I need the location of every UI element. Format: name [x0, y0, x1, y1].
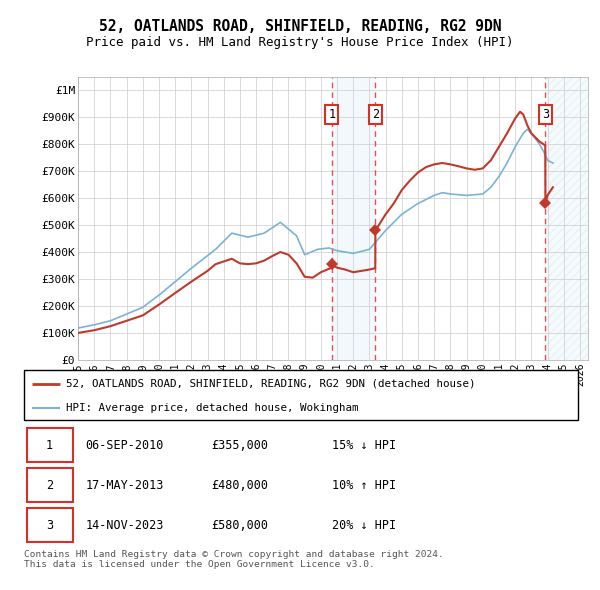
Text: £355,000: £355,000: [212, 439, 269, 452]
FancyBboxPatch shape: [26, 508, 73, 542]
Text: 1: 1: [46, 439, 53, 452]
Text: 52, OATLANDS ROAD, SHINFIELD, READING, RG2 9DN (detached house): 52, OATLANDS ROAD, SHINFIELD, READING, R…: [66, 379, 475, 389]
Text: 15% ↓ HPI: 15% ↓ HPI: [332, 439, 397, 452]
Text: Contains HM Land Registry data © Crown copyright and database right 2024.
This d: Contains HM Land Registry data © Crown c…: [24, 550, 444, 569]
Text: 17-MAY-2013: 17-MAY-2013: [86, 478, 164, 492]
Text: 20% ↓ HPI: 20% ↓ HPI: [332, 519, 397, 532]
FancyBboxPatch shape: [26, 428, 73, 463]
Text: 14-NOV-2023: 14-NOV-2023: [86, 519, 164, 532]
Text: 2: 2: [372, 109, 379, 122]
FancyBboxPatch shape: [26, 468, 73, 502]
Text: Price paid vs. HM Land Registry's House Price Index (HPI): Price paid vs. HM Land Registry's House …: [86, 36, 514, 49]
FancyBboxPatch shape: [24, 371, 578, 420]
Text: 2: 2: [46, 478, 53, 492]
Text: 3: 3: [542, 109, 549, 122]
Text: 1: 1: [328, 109, 335, 122]
Text: £580,000: £580,000: [212, 519, 269, 532]
Text: 52, OATLANDS ROAD, SHINFIELD, READING, RG2 9DN: 52, OATLANDS ROAD, SHINFIELD, READING, R…: [99, 19, 501, 34]
Text: 10% ↑ HPI: 10% ↑ HPI: [332, 478, 397, 492]
Bar: [545, 77, 588, 360]
Bar: [332, 77, 376, 360]
Text: 3: 3: [46, 519, 53, 532]
Text: HPI: Average price, detached house, Wokingham: HPI: Average price, detached house, Woki…: [66, 403, 358, 413]
Text: £480,000: £480,000: [212, 478, 269, 492]
Text: 06-SEP-2010: 06-SEP-2010: [86, 439, 164, 452]
